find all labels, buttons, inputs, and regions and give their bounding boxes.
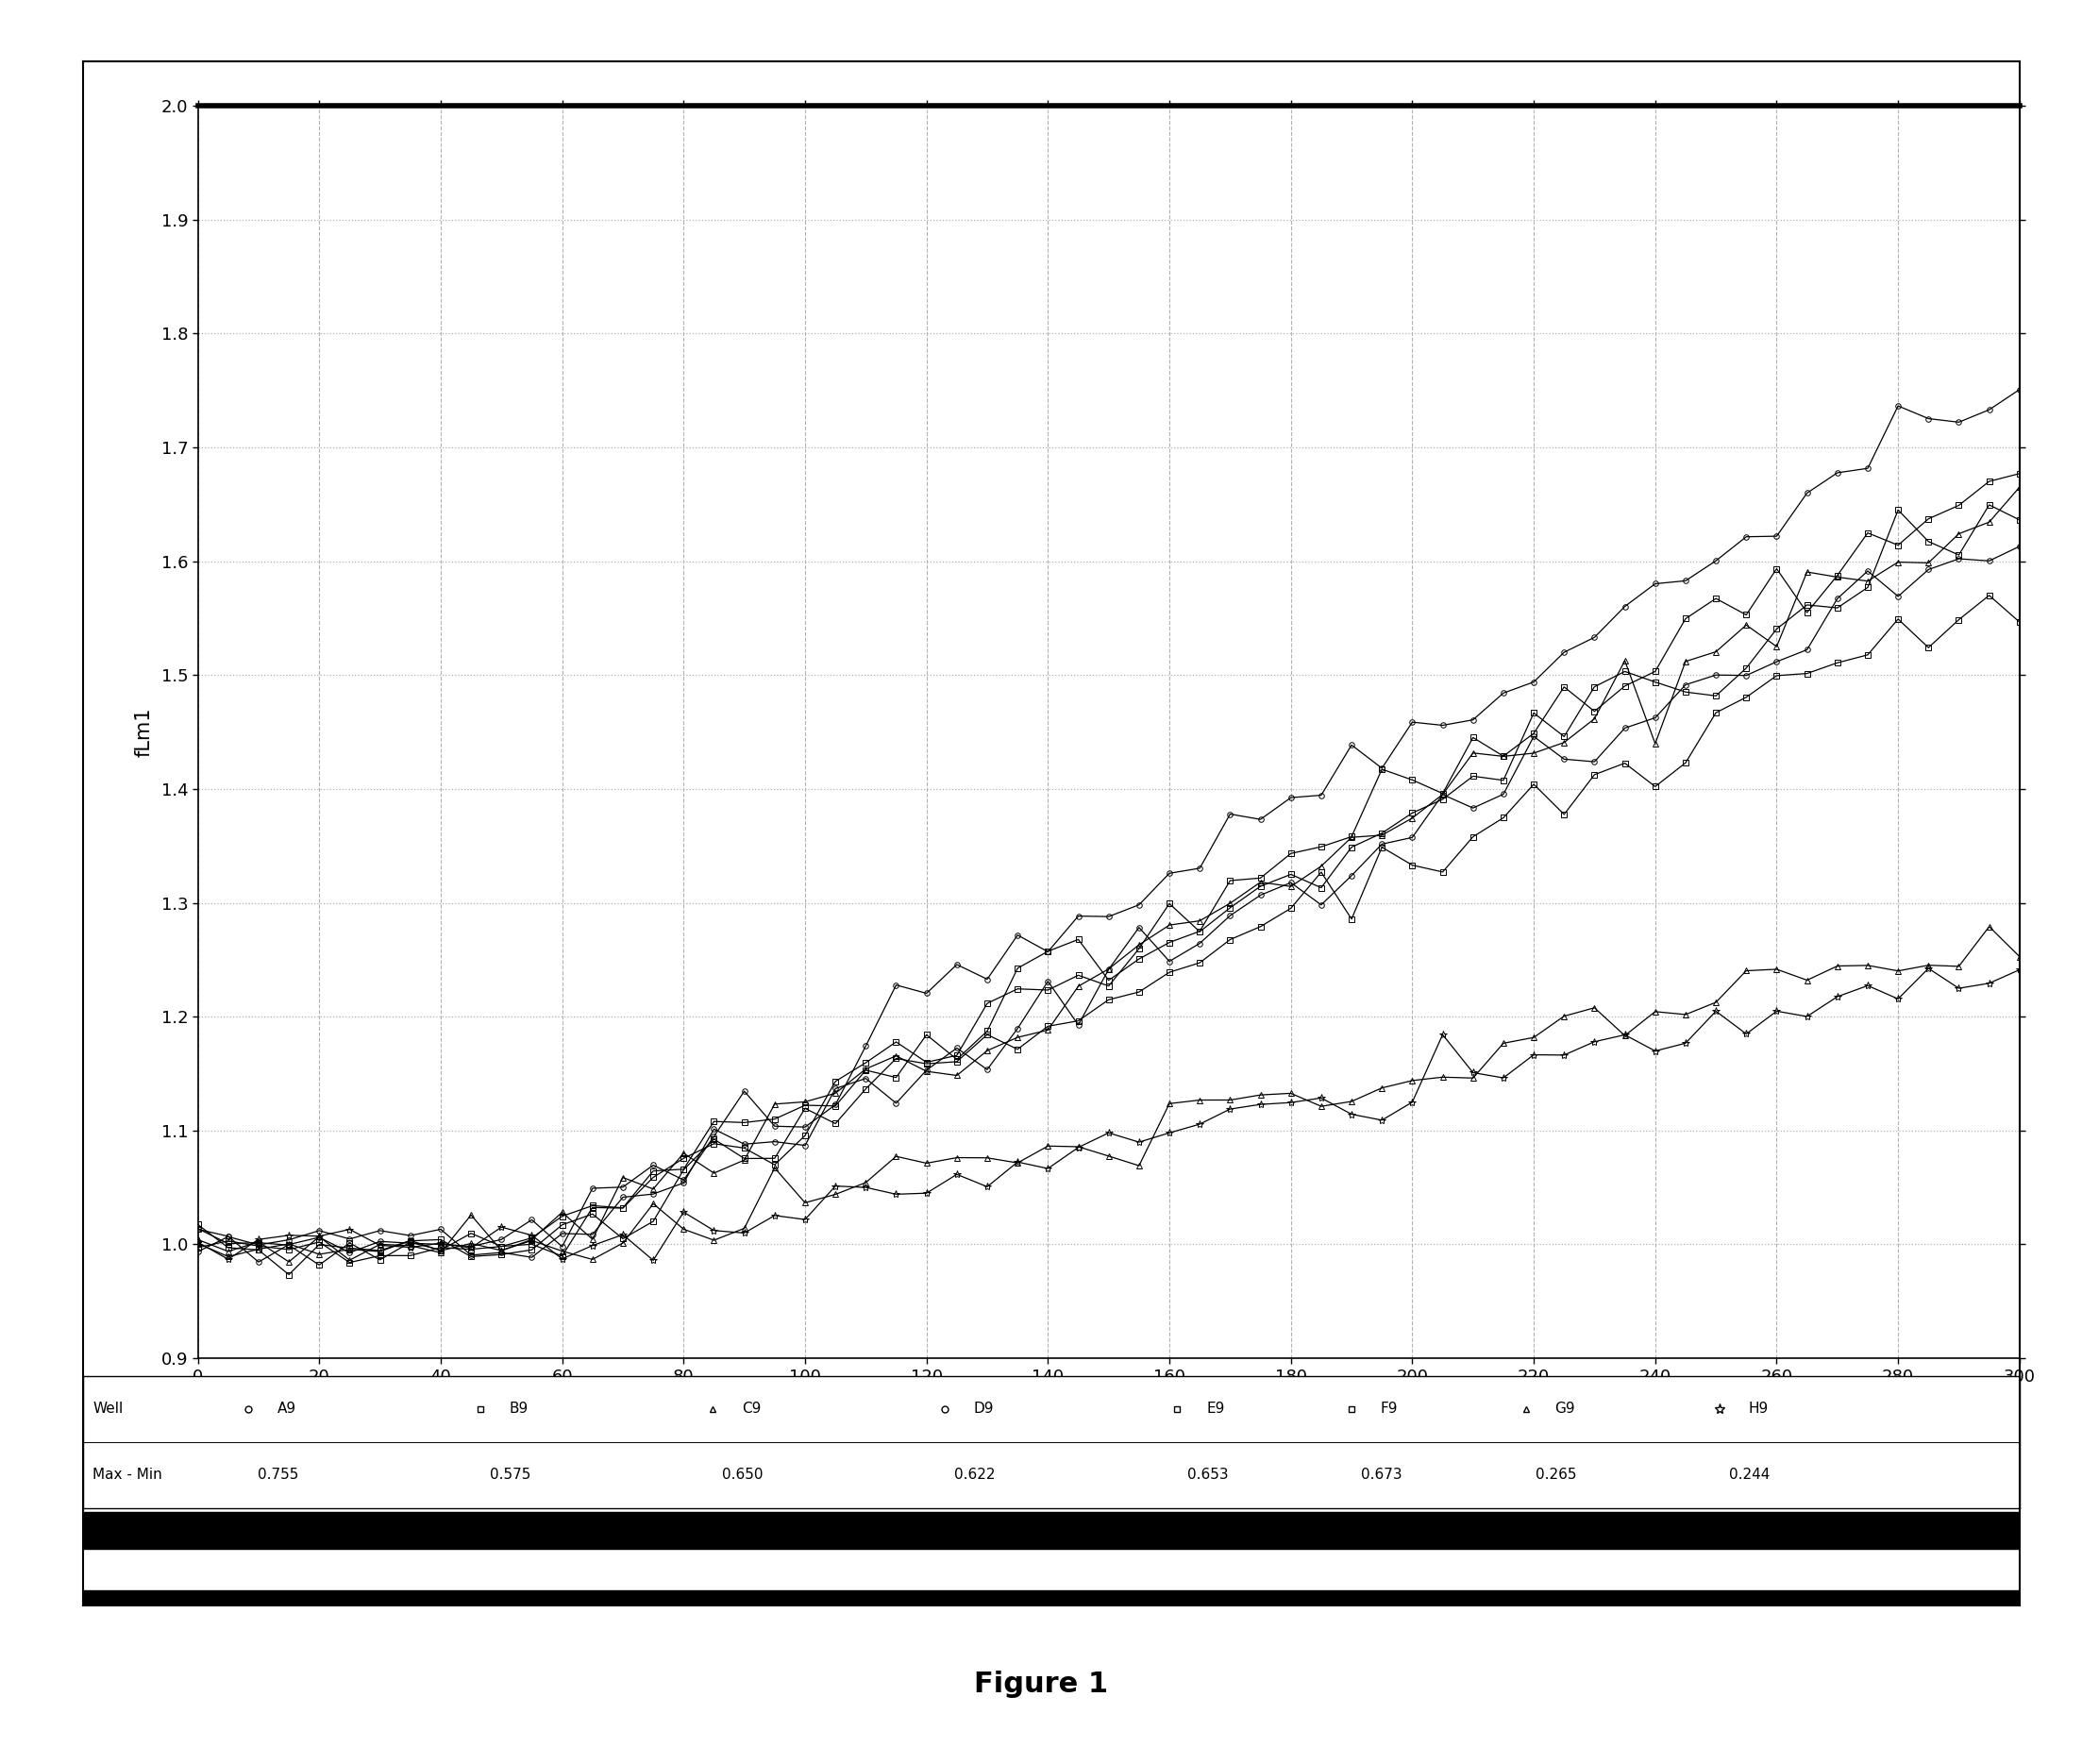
Text: 0.244: 0.244 [1730,1468,1770,1482]
Text: 0.755: 0.755 [258,1468,298,1482]
Text: 0.650: 0.650 [722,1468,764,1482]
Text: 0.622: 0.622 [956,1468,995,1482]
Text: D9: D9 [974,1402,995,1416]
Text: Well: Well [94,1402,123,1416]
Text: B9: B9 [510,1402,529,1416]
Text: 0.265: 0.265 [1537,1468,1576,1482]
X-axis label: Time (secs): Time (secs) [1051,1394,1166,1411]
Bar [83,1512,2020,1549]
Text: F9: F9 [1380,1402,1397,1416]
Text: E9: E9 [1205,1402,1224,1416]
Text: G9: G9 [1555,1402,1576,1416]
Bar [83,1591,2020,1605]
Text: Max - Min: Max - Min [94,1468,162,1482]
Text: H9: H9 [1749,1402,1768,1416]
Text: A9: A9 [277,1402,296,1416]
Text: 0.673: 0.673 [1362,1468,1403,1482]
Text: 0.575: 0.575 [489,1468,531,1482]
Text: C9: C9 [741,1402,760,1416]
Text: Figure 1: Figure 1 [974,1671,1108,1699]
Y-axis label: fLm1: fLm1 [133,707,154,757]
Text: 0.653: 0.653 [1187,1468,1228,1482]
